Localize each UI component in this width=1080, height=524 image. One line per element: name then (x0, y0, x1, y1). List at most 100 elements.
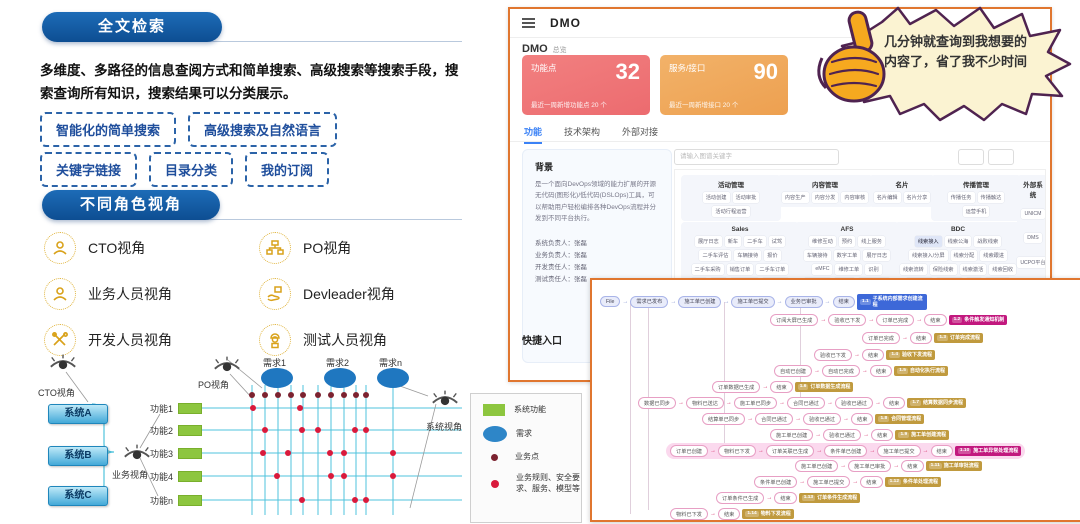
tab-功能[interactable]: 功能 (524, 125, 543, 144)
capability-chip[interactable]: 车辆接待 (734, 250, 762, 261)
capability-chip[interactable]: 内容审核 (841, 192, 869, 203)
capability-chip[interactable]: 线上服务 (858, 236, 885, 247)
flow-node[interactable]: 验收已下发 (828, 314, 867, 326)
flow-node[interactable]: 施工单已提交 (877, 445, 921, 457)
flow-node[interactable]: 订单条件已生成 (716, 492, 765, 504)
flow-node[interactable]: 订单数据已生成 (712, 381, 761, 393)
capability-chip[interactable]: 车辆接待 (803, 250, 831, 261)
capability-chip[interactable]: 报价 (764, 250, 781, 261)
capability-chip[interactable]: 活动审批 (732, 192, 760, 203)
capability-chip[interactable]: 线索跟进 (980, 250, 1008, 261)
capability-chip[interactable]: 内容分发 (811, 192, 839, 203)
capability-chip[interactable]: 维修互动 (809, 236, 836, 247)
flow-node[interactable]: 施工单已创建 (678, 295, 722, 308)
flow-end-node[interactable]: 结束 (832, 295, 855, 308)
capability-chip[interactable]: 二手车采购 (691, 264, 724, 275)
flow-node[interactable]: 数据已同步 (638, 397, 676, 409)
flow-end-node[interactable]: 结束 (851, 413, 874, 425)
flow-node[interactable]: 物料已送达 (685, 397, 724, 409)
flow-node[interactable]: 施工单已提交 (807, 476, 851, 488)
flow-node[interactable]: 订单已完成 (876, 314, 915, 326)
capability-chip[interactable]: eMFC (812, 264, 833, 275)
capability-chip[interactable]: 活动创建 (702, 192, 730, 203)
flow-node[interactable]: 条件单已创建 (754, 476, 798, 488)
flow-end-node[interactable]: 结束 (871, 429, 894, 441)
capability-chip[interactable]: 销售订单 (726, 264, 754, 275)
flow-node[interactable]: 订单已完成 (862, 332, 900, 344)
capability-chip[interactable]: 线索接入/分屏 (908, 250, 948, 261)
flow-node[interactable]: 自动已完成 (821, 365, 860, 377)
capability-chip[interactable]: 线索接入 (914, 236, 942, 247)
capability-chip[interactable]: 线索公海 (944, 236, 972, 247)
flow-node[interactable]: 施工单已创建 (770, 429, 814, 441)
capability-chip[interactable]: 展厅日志 (863, 250, 891, 261)
capability-chip[interactable]: 保险线索 (929, 264, 957, 275)
flow-node[interactable]: 验收已通过 (823, 429, 862, 441)
flow-node[interactable]: 需求已发布 (630, 295, 669, 308)
toolbar-button[interactable] (958, 149, 984, 165)
capability-chip[interactable]: 战败线索 (974, 236, 1002, 247)
menu-icon[interactable] (522, 18, 535, 28)
tab-技术架构[interactable]: 技术架构 (564, 127, 601, 137)
stat-card-services[interactable]: 服务/接口 90 最近一周新增接口 20 个 (660, 55, 788, 115)
capability-chip[interactable]: 线索分配 (950, 250, 978, 261)
capability-chip[interactable]: 新车 (724, 236, 742, 247)
capability-chip[interactable]: 名片编辑 (873, 192, 901, 203)
capability-chip[interactable]: 线索回收 (989, 264, 1017, 275)
flow-end-node[interactable]: 结束 (901, 460, 924, 472)
capability-chip[interactable]: 二手车 (744, 236, 766, 247)
capability-chip[interactable]: 内容生产 (781, 192, 809, 203)
capability-chip[interactable]: 运营手机 (962, 206, 990, 217)
flow-end-node[interactable]: 结束 (930, 445, 953, 457)
capability-chip[interactable]: 线索激活 (959, 264, 987, 275)
flow-end-node[interactable]: 结束 (770, 381, 793, 393)
capability-chip[interactable]: 传播触达 (977, 192, 1005, 203)
flow-node[interactable]: 订阅大屏已生成 (770, 314, 819, 326)
external-system-chip[interactable]: UCPO平台 (1017, 257, 1045, 268)
flow-end-node[interactable]: 结束 (924, 314, 947, 326)
external-system-chip[interactable]: DMS (1024, 233, 1042, 243)
flow-node[interactable]: 订单已创建 (670, 445, 708, 457)
flow-node[interactable]: 验收已通过 (835, 397, 873, 409)
flow-node[interactable]: 物料已下发 (717, 445, 756, 457)
flow-end-node[interactable]: 结束 (909, 332, 933, 344)
capability-chip[interactable]: 试驾 (768, 236, 786, 247)
capability-chip[interactable]: 活动行程运营 (712, 206, 750, 217)
toolbar-button[interactable] (988, 149, 1014, 165)
capability-chip[interactable]: 名片分享 (903, 192, 931, 203)
capability-chip[interactable]: 二手车订单 (756, 264, 789, 275)
flow-end-node[interactable]: 结束 (717, 508, 741, 520)
flow-end-node[interactable]: 结束 (869, 365, 893, 377)
flow-node[interactable]: 自动已创建 (774, 365, 812, 377)
capability-chip[interactable]: 预约 (838, 236, 856, 247)
flow-node[interactable]: 验收已通过 (803, 413, 842, 425)
capability-chip[interactable]: 线索流转 (899, 264, 927, 275)
flow-node[interactable]: 结算单已同步 (702, 413, 746, 425)
flow-end-node[interactable]: 结束 (861, 349, 885, 361)
flow-node[interactable]: 施工单已审批 (848, 460, 892, 472)
flow-node[interactable]: 订单关联已生成 (765, 445, 815, 457)
flow-node[interactable]: 施工单已提交 (731, 295, 775, 308)
flow-node[interactable]: 合同已通过 (755, 413, 794, 425)
flow-node[interactable]: 验收已下发 (814, 349, 852, 361)
flow-end-node[interactable]: 结束 (882, 397, 906, 409)
flow-node[interactable]: 物料已下发 (670, 508, 708, 520)
flow-node[interactable]: File (600, 296, 621, 308)
flow-node[interactable]: 条件单已创建 (824, 445, 868, 457)
flow-node[interactable]: 合同已通过 (787, 397, 825, 409)
capability-chip[interactable]: 识别 (865, 264, 882, 275)
graph-search-input[interactable]: 请输入图谱关键字 (674, 149, 839, 165)
external-system-chip[interactable]: UNICM (1021, 209, 1045, 219)
flow-end-node[interactable]: 结束 (774, 492, 797, 504)
capability-chip[interactable]: 传播任务 (947, 192, 975, 203)
capability-chip[interactable]: 展厅日志 (694, 236, 722, 247)
flow-end-node[interactable]: 结束 (860, 476, 883, 488)
capability-chip[interactable]: 维修工单 (835, 264, 863, 275)
capability-chip[interactable]: 二手车评估 (699, 250, 732, 261)
flow-node[interactable]: 施工单已同步 (733, 397, 778, 409)
tab-外部对接[interactable]: 外部对接 (622, 127, 659, 137)
flow-node[interactable]: 业务已审批 (784, 295, 823, 308)
capability-chip[interactable]: 数字工单 (833, 250, 861, 261)
stat-card-function-points[interactable]: 功能点 32 最近一周新增功能点 20 个 (522, 55, 650, 115)
flow-node[interactable]: 施工单已创建 (795, 460, 839, 472)
